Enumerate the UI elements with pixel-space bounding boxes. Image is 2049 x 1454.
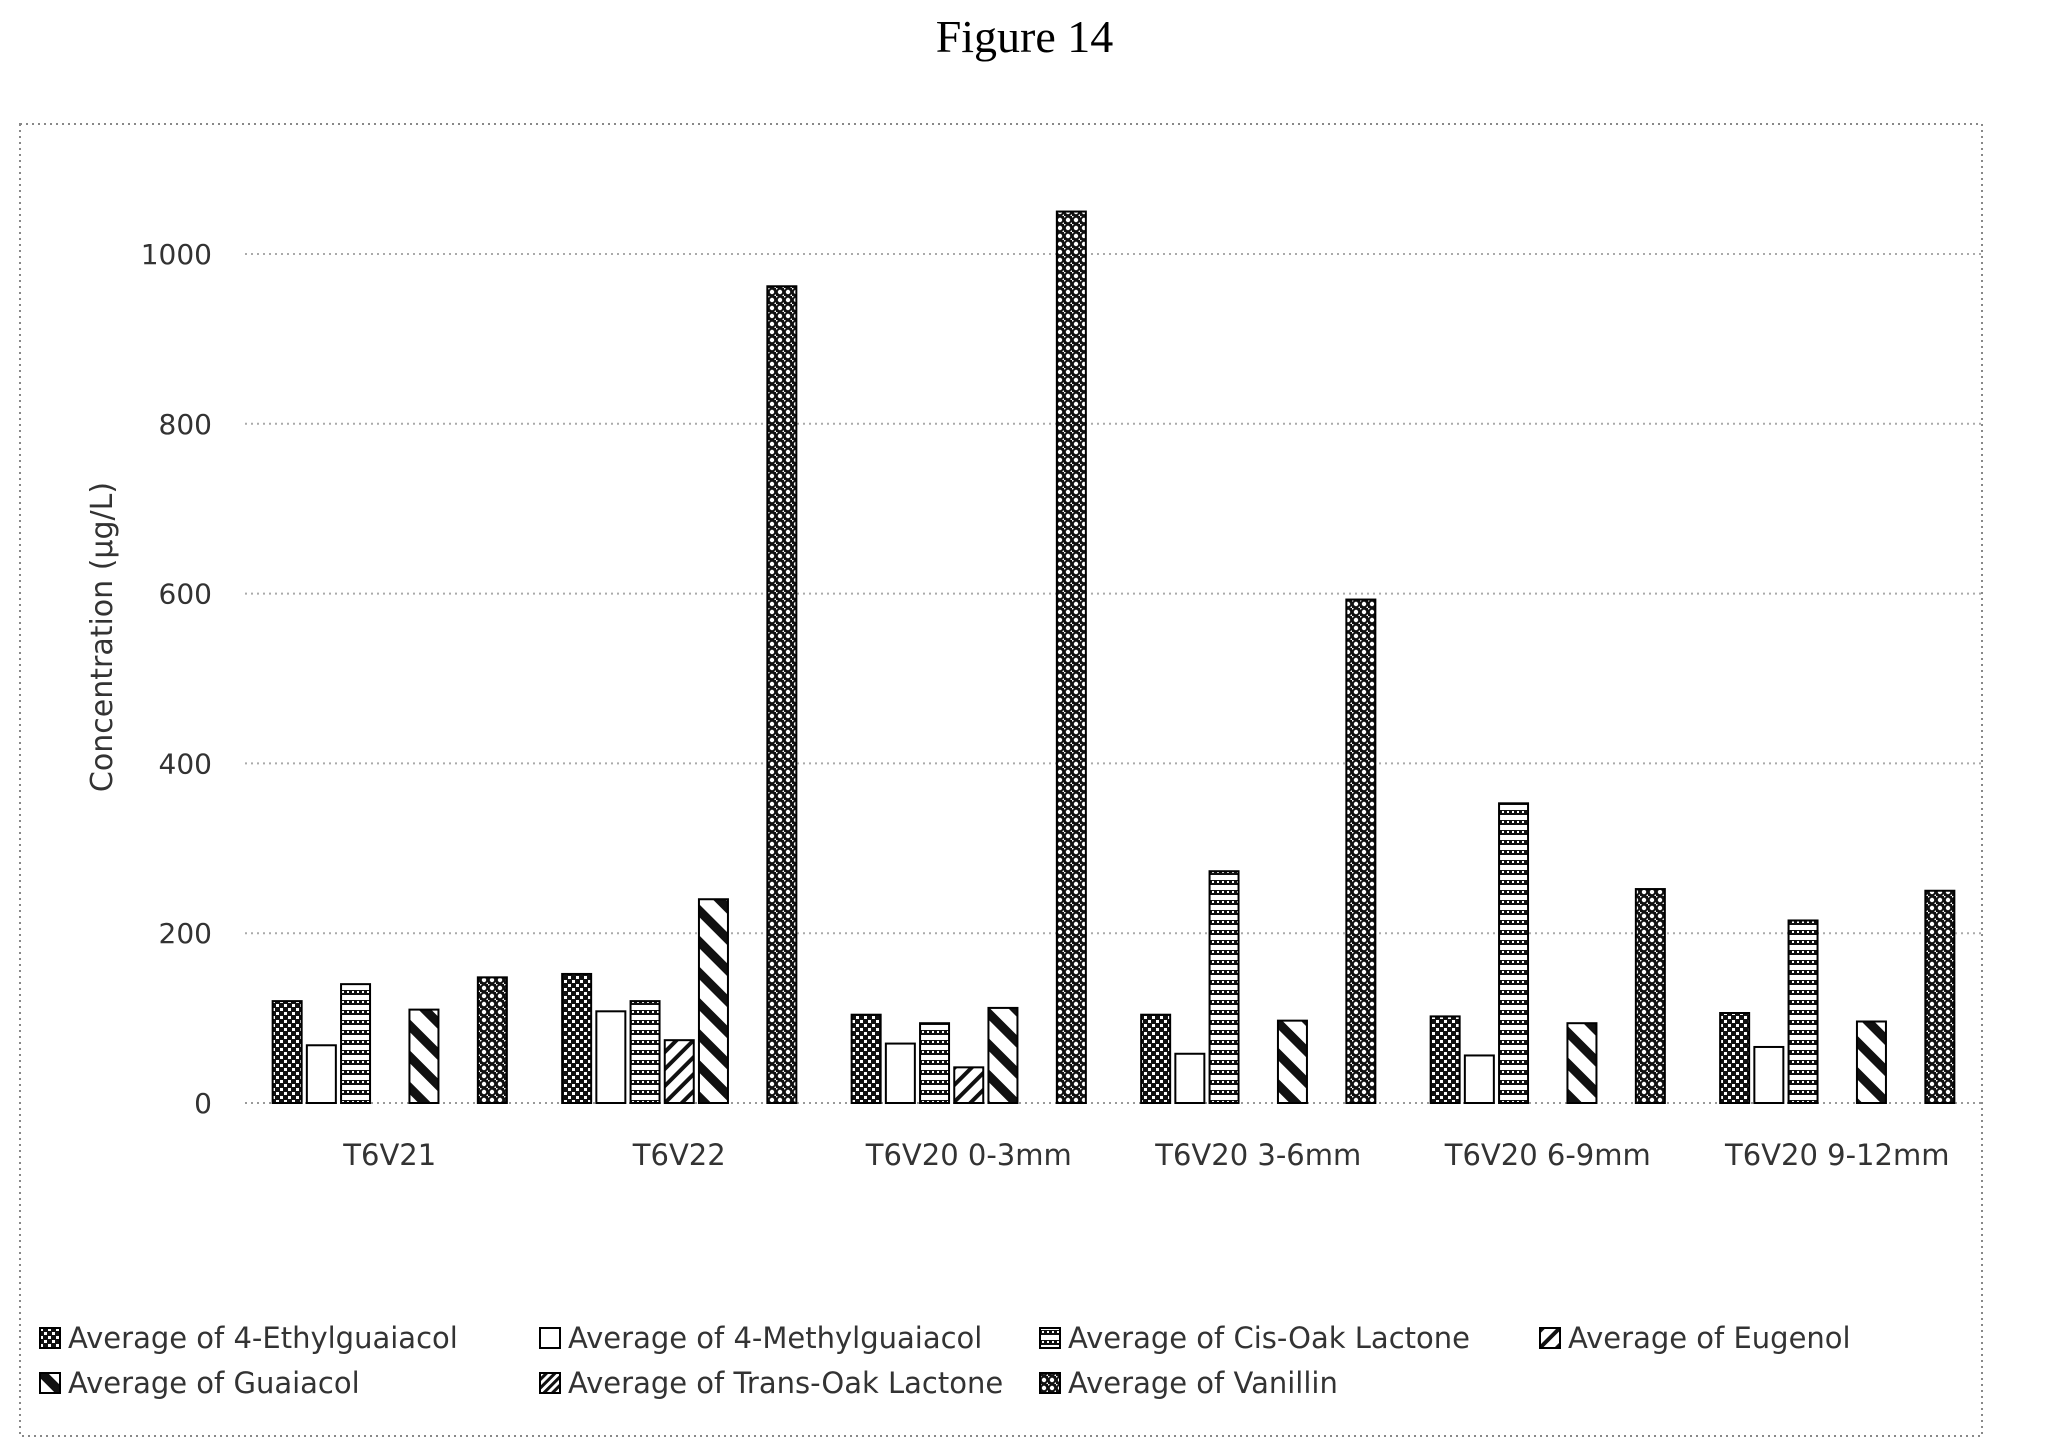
legend-swatch xyxy=(39,1372,61,1394)
bar xyxy=(884,1042,916,1104)
category-label: T6V21 xyxy=(342,1138,436,1172)
bar xyxy=(953,1066,985,1105)
bar xyxy=(305,1044,337,1104)
bar xyxy=(595,1010,627,1104)
figure-title: Figure 14 xyxy=(935,11,1114,62)
bar xyxy=(663,1039,695,1104)
bar xyxy=(1855,1020,1887,1104)
y-tick-label: 600 xyxy=(159,578,212,611)
chart-frame xyxy=(19,123,1983,1437)
y-axis-ticks: 0 200 400 600 800 1000 xyxy=(141,238,212,1120)
legend-label: Average of Guaiacol xyxy=(68,1366,360,1400)
bar xyxy=(1634,888,1666,1104)
bar xyxy=(476,976,508,1105)
bar xyxy=(1276,1019,1308,1104)
legend-swatch xyxy=(1539,1327,1561,1349)
bar xyxy=(987,1006,1019,1104)
bar xyxy=(697,898,729,1104)
legend-label: Average of 4-Methylguaiacol xyxy=(568,1321,982,1355)
bar xyxy=(561,972,593,1105)
category-label: T6V22 xyxy=(632,1138,726,1172)
legend-label: Average of Vanillin xyxy=(1068,1366,1338,1400)
legend-swatch xyxy=(39,1327,61,1349)
y-axis-title: Concentration (µg/L) xyxy=(85,482,120,792)
bar xyxy=(766,285,798,1104)
bar xyxy=(1787,919,1819,1105)
bars xyxy=(271,210,1956,1105)
bar xyxy=(1055,210,1087,1105)
bar xyxy=(1208,870,1240,1105)
y-tick-label: 0 xyxy=(194,1087,212,1120)
bar xyxy=(1719,1012,1751,1104)
bar xyxy=(919,1022,951,1104)
category-label: T6V20 6-9mm xyxy=(1444,1138,1651,1172)
bar xyxy=(1924,889,1956,1104)
legend-label: Average of 4-Ethylguaiacol xyxy=(68,1321,458,1355)
category-label: T6V20 9-12mm xyxy=(1724,1138,1949,1172)
y-tick-label: 200 xyxy=(159,917,212,950)
bar xyxy=(850,1013,882,1104)
legend-swatch xyxy=(1039,1372,1061,1394)
legend-label: Average of Trans-Oak Lactone xyxy=(568,1366,1003,1400)
bar xyxy=(1429,1015,1461,1104)
legend-swatch xyxy=(539,1372,561,1394)
y-tick-label: 400 xyxy=(159,747,212,780)
legend-label: Average of Eugenol xyxy=(1568,1321,1851,1355)
bar xyxy=(340,983,372,1105)
bar xyxy=(1498,802,1530,1104)
bar xyxy=(408,1008,440,1104)
bar xyxy=(629,1000,661,1104)
legend-label: Average of Cis-Oak Lactone xyxy=(1068,1321,1470,1355)
bar xyxy=(1345,598,1377,1105)
bar xyxy=(1566,1022,1598,1104)
bar xyxy=(271,1000,303,1104)
category-labels: T6V21 T6V22 T6V20 0-3mm T6V20 3-6mm T6V20 6-… xyxy=(342,1138,1949,1172)
legend-swatch xyxy=(1039,1327,1061,1349)
bar xyxy=(1753,1045,1785,1104)
bar xyxy=(1463,1054,1495,1105)
legend: Average of 4-Ethylguaiacol Average of 4-M… xyxy=(39,1321,1851,1400)
legend-swatch xyxy=(539,1327,561,1349)
category-label: T6V20 3-6mm xyxy=(1154,1138,1361,1172)
bar xyxy=(1174,1052,1206,1105)
gridlines xyxy=(245,253,1982,1104)
y-tick-label: 1000 xyxy=(141,238,212,271)
category-label: T6V20 0-3mm xyxy=(865,1138,1072,1172)
y-tick-label: 800 xyxy=(159,408,212,441)
bar xyxy=(1140,1013,1172,1104)
